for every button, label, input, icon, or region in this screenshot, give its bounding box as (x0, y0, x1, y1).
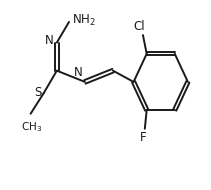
Text: Cl: Cl (133, 20, 145, 33)
Text: F: F (140, 131, 146, 144)
Text: N: N (74, 66, 83, 79)
Text: CH$_3$: CH$_3$ (21, 120, 42, 134)
Text: NH$_2$: NH$_2$ (72, 13, 96, 28)
Text: S: S (34, 86, 42, 99)
Text: N: N (45, 34, 54, 47)
